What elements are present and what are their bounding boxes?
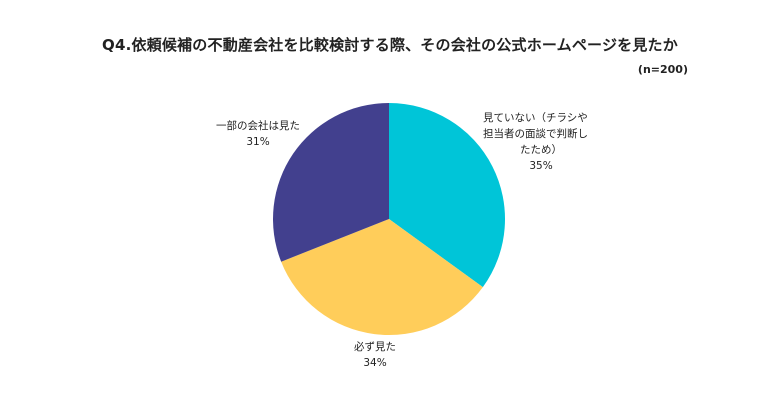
chart-title: Q4.依頼候補の不動産会社を比較検討する際、その会社の公式ホームページを見たか — [102, 36, 678, 54]
slice-value-label: 35% — [529, 160, 553, 172]
slice-label-line: 担当者の面談で判断し — [483, 128, 588, 140]
slice-label-not-seen: 見ていない（チラシや 担当者の面談で判断し たため） 35% — [483, 110, 599, 174]
slice-label-line: 一部の会社は見た — [216, 120, 300, 132]
slice-label-line: たため） — [520, 144, 562, 156]
sample-size-label: (n=200) — [637, 63, 688, 76]
slice-value-label: 34% — [363, 357, 387, 369]
pie-slices — [273, 103, 506, 335]
pie-slice-partly-seen — [273, 103, 389, 262]
slice-value-label: 31% — [246, 136, 270, 148]
slice-label-line: 見ていない（チラシや — [483, 112, 588, 124]
pie-slice-not-seen — [389, 103, 506, 288]
slice-label-partly-seen: 一部の会社は見た 31% — [200, 118, 316, 150]
slice-label-line: 必ず見た — [354, 341, 396, 353]
pie-slice-always-seen — [281, 219, 483, 335]
slice-label-always-seen: 必ず見た 34% — [325, 339, 425, 371]
